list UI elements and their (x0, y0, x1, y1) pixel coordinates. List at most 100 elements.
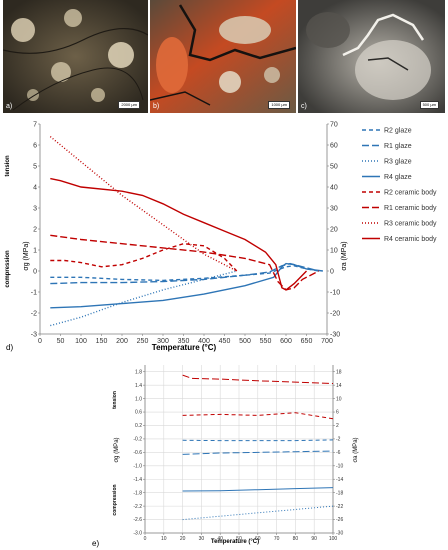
x-tick-label: 10 (161, 536, 167, 542)
chart-e-tension-label: tension (112, 391, 118, 409)
y-tick-label-left: 0.6 (135, 410, 142, 416)
micrograph-b: b) 1000 µm (150, 0, 296, 113)
x-tick-label: 80 (293, 536, 299, 542)
x-tick-label: 500 (239, 338, 251, 345)
y-tick-label-left: -2 (31, 310, 37, 317)
chart-d-ylabel-right: σa (MPa) (341, 241, 348, 270)
series-line-r2-ceramic-body (50, 242, 238, 272)
legend-label: R4 glaze (384, 174, 412, 181)
y-tick-label-right: -22 (336, 504, 343, 510)
y-tick-label-left: 1 (33, 247, 37, 254)
y-tick-label-right: -10 (336, 463, 343, 469)
y-tick-label-left: 7 (33, 121, 37, 128)
y-tick-label-left: 2 (33, 226, 37, 233)
series-line-r1-ceramic-body (50, 234, 320, 291)
photo-label-c: c) (301, 103, 307, 110)
photo-label-a: a) (6, 103, 13, 110)
y-tick-label-right: -26 (336, 517, 343, 523)
x-tick-label: 400 (198, 338, 210, 345)
x-tick-label: 600 (280, 338, 292, 345)
y-tick-label-right: -18 (336, 490, 343, 496)
y-tick-label-right: -6 (336, 450, 341, 456)
micrograph-c: c) 500 µm (298, 0, 445, 113)
chart-d-panel-label: d) (6, 343, 13, 352)
x-tick-label: 550 (260, 338, 272, 345)
series-line-r3-ceramic-body (49, 136, 238, 272)
x-tick-label: 150 (96, 338, 108, 345)
x-tick-label: 700 (321, 338, 333, 345)
y-tick-label-left: -2.2 (133, 504, 142, 510)
y-tick-label-right: -10 (330, 289, 340, 296)
chart-e-series (182, 374, 334, 521)
y-tick-label-left: 0.2 (135, 423, 142, 429)
x-tick-label: 70 (274, 536, 280, 542)
y-tick-label-left: 1.4 (135, 383, 142, 389)
y-tick-label-left: -3 (31, 331, 37, 338)
y-tick-label-left: 3 (33, 205, 37, 212)
y-tick-label-left: -0.6 (133, 450, 142, 456)
y-tick-label-left: -1.0 (133, 463, 142, 469)
chart-e-compression-label: compression (112, 484, 118, 515)
y-tick-label-right: 10 (330, 247, 338, 254)
y-tick-label-right: 60 (330, 142, 338, 149)
x-tick-label: 60 (255, 536, 261, 542)
y-tick-label-right: 30 (330, 205, 338, 212)
y-tick-label-left: 1.8 (135, 369, 142, 375)
y-tick-label-right: -20 (330, 310, 340, 317)
y-tick-label-left: -1.4 (133, 477, 142, 483)
x-tick-label: 250 (137, 338, 149, 345)
y-tick-label-left: -1 (31, 289, 37, 296)
y-tick-label-right: -30 (330, 331, 340, 338)
x-tick-label: 300 (157, 338, 169, 345)
chart-d-legend: R2 glaze R1 glaze R3 glaze R4 glaze R2 ceram… (362, 128, 437, 243)
y-tick-label-right: 10 (336, 396, 342, 402)
x-tick-label: 50 (57, 338, 65, 345)
y-tick-label-right: 18 (336, 369, 342, 375)
y-tick-label-left: 6 (33, 142, 37, 149)
series-line-r1-ceramic-body (182, 374, 334, 384)
series-line-r4-ceramic-body (50, 177, 308, 291)
scale-bar-b: 1000 µm (268, 101, 290, 109)
chart-e-ylabel-left: σg (MPa) (114, 437, 120, 462)
x-tick-label: 30 (199, 536, 205, 542)
x-tick-label: 0 (38, 338, 42, 345)
chart-d-xlabel: Temperature (°C) (152, 343, 217, 352)
chart-e-axes: 0 10 20 30 40 50 60 70 80 90 100 -3.0 -2.6 -2.2 -1.8 -1… (133, 365, 343, 542)
chart-d-compression-label: compression (5, 250, 11, 288)
chart-d-axes: 0 50 100 150 200 250 300 350 400 450 500 550 600 650 7… (31, 121, 340, 345)
y-tick-label-right: -14 (336, 477, 343, 483)
y-tick-label-right: 2 (336, 423, 339, 429)
y-tick-label-right: -2 (336, 437, 341, 443)
legend-label: R3 glaze (384, 159, 412, 166)
legend-label: R4 ceramic body (384, 236, 437, 243)
chart-d: 0 50 100 150 200 250 300 350 400 450 500 550 600 650 7… (5, 121, 437, 352)
chart-e-xlabel: Temperature (°C) (211, 539, 259, 545)
y-tick-label-right: 40 (330, 184, 338, 191)
y-tick-label-right: 14 (336, 383, 342, 389)
y-tick-label-right: 6 (336, 410, 339, 416)
y-tick-label-right: 50 (330, 163, 338, 170)
photo-label-b: b) (153, 103, 160, 110)
y-tick-label-left: 0 (33, 268, 37, 275)
series-line-r1-glaze (182, 450, 334, 455)
y-tick-label-left: -2.6 (133, 517, 142, 523)
legend-label: R1 ceramic body (384, 205, 437, 212)
chart-d-ylabel-left: σg (MPa) (23, 241, 30, 270)
x-tick-label: 90 (311, 536, 317, 542)
chart-e: 0 10 20 30 40 50 60 70 80 90 100 -3.0 -2.6 -2.2 -1.8 -1… (92, 365, 359, 548)
y-tick-label-left: 4 (33, 184, 37, 191)
series-line-r2-glaze (50, 265, 319, 282)
chart-e-ylabel-right: σa (MPa) (353, 437, 359, 462)
scale-bar-c: 500 µm (419, 101, 439, 109)
y-tick-label-left: 5 (33, 163, 37, 170)
series-line-r4-glaze (50, 262, 323, 309)
x-tick-label: 200 (116, 338, 128, 345)
y-tick-label-left: 1.0 (135, 396, 142, 402)
y-tick-label-right: 20 (330, 226, 338, 233)
x-tick-label: 20 (180, 536, 186, 542)
chart-e-panel-label: e) (92, 539, 99, 548)
x-tick-label: 450 (219, 338, 231, 345)
series-line-r3-glaze (50, 270, 237, 327)
x-tick-label: 100 (75, 338, 87, 345)
legend-label: R2 ceramic body (384, 190, 437, 197)
